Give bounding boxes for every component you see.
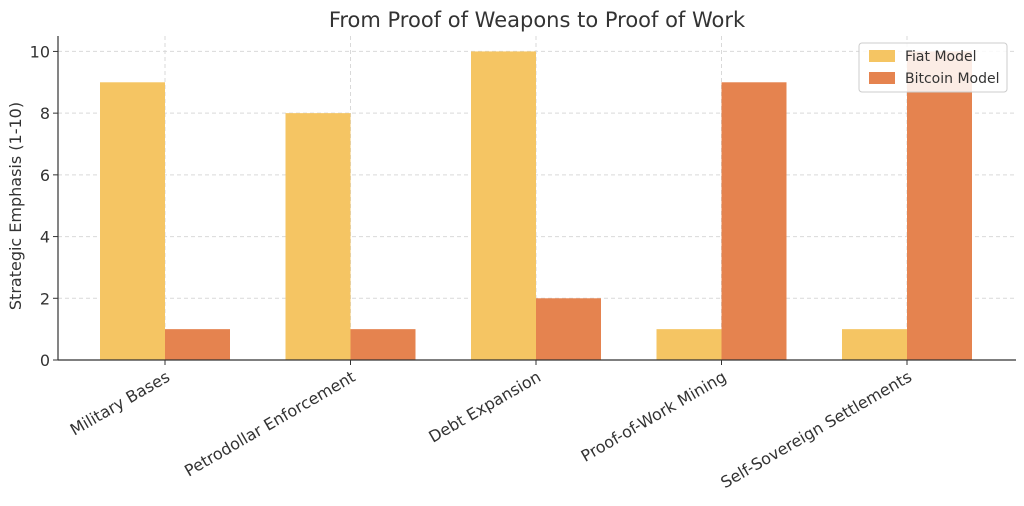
y-tick-label-4: 8 [40,104,50,123]
bar-bitcoin-0 [165,329,230,360]
y-tick-label-5: 10 [30,42,50,61]
bar-bitcoin-4 [907,51,972,361]
bar-fiat-4 [842,329,907,360]
bar-fiat-1 [285,113,351,361]
y-axis-label: Strategic Emphasis (1-10) [6,102,25,310]
y-ticks: 0 2 4 6 8 10 [30,42,58,370]
legend-label-bitcoin: Bitcoin Model [905,71,1000,87]
x-ticks: Military Bases Petrodollar Enforcement Deb… [67,360,915,492]
bar-bitcoin-3 [721,82,787,361]
axes [57,36,1016,361]
x-tick-label-1: Petrodollar Enforcement [181,367,358,480]
legend-label-fiat: Fiat Model [905,49,976,65]
bars [100,51,972,361]
bar-bitcoin-1 [350,329,416,360]
bar-fiat-2 [471,51,536,361]
bar-bitcoin-2 [536,298,601,360]
legend-box [858,42,1008,93]
legend: Fiat Model Bitcoin Model [858,42,1008,93]
bar-fiat-0 [100,82,165,361]
x-tick-label-0: Military Bases [67,367,173,439]
legend-swatch-fiat [869,50,895,62]
legend-swatch-bitcoin [869,72,895,84]
y-tick-label-1: 2 [40,289,50,308]
x-tick-label-3: Proof-of-Work Mining [578,367,730,466]
chart-title: From Proof of Weapons to Proof of Work [329,8,746,32]
y-tick-label-3: 6 [40,166,50,185]
bar-fiat-3 [656,329,722,360]
y-tick-label-2: 4 [40,228,50,247]
x-tick-label-4: Self-Sovereign Settlements [717,367,915,492]
x-tick-label-2: Debt Expansion [425,367,544,446]
y-tick-label-0: 0 [40,351,50,370]
